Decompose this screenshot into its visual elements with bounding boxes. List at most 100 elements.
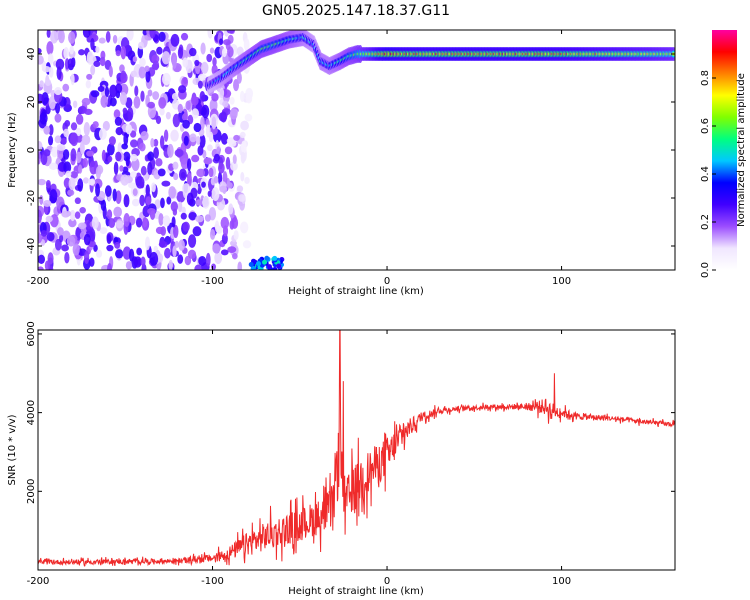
- noise-speck: [127, 106, 134, 121]
- noise-speck: [208, 167, 214, 178]
- noise-speck: [177, 103, 183, 114]
- colorbar-label: Normalized spectral amplitude: [736, 73, 747, 227]
- noise-speck: [228, 203, 234, 215]
- noise-speck: [125, 97, 133, 109]
- noise-speck: [228, 139, 237, 148]
- noise-speck: [74, 211, 81, 219]
- noise-speck: [180, 32, 189, 41]
- noise-speck: [126, 30, 134, 41]
- noise-speck: [183, 111, 188, 120]
- noise-speck: [172, 224, 179, 239]
- noise-speck: [40, 151, 48, 166]
- noise-speck: [129, 130, 137, 138]
- noise-speck: [130, 153, 138, 162]
- noise-speck: [244, 176, 250, 185]
- noise-speck: [171, 99, 180, 110]
- noise-speck: [147, 207, 156, 215]
- noise-speck: [195, 199, 203, 206]
- noise-speck: [119, 165, 124, 172]
- noise-speck: [104, 86, 110, 98]
- noise-speck: [145, 196, 152, 205]
- noise-speck: [106, 244, 114, 252]
- noise-speck: [135, 217, 143, 228]
- noise-speck: [70, 170, 78, 179]
- noise-speck: [184, 255, 192, 266]
- noise-speck: [239, 90, 245, 103]
- noise-speck: [38, 266, 44, 270]
- colorbar: 0.0 0.2 0.4 0.6 0.8 Normalized spectral ampl…: [700, 30, 747, 278]
- noise-speck: [75, 127, 82, 137]
- noise-speck: [140, 165, 147, 176]
- noise-speck: [108, 218, 116, 229]
- x-tick-label: 100: [552, 576, 571, 587]
- noise-speck: [113, 161, 119, 175]
- noise-speck: [117, 142, 123, 155]
- noise-speck: [199, 90, 206, 103]
- noise-speck: [106, 143, 115, 156]
- noise-speck: [241, 140, 247, 154]
- noise-speck: [145, 70, 151, 83]
- noise-speck: [158, 253, 164, 263]
- noise-speck: [158, 241, 168, 248]
- noise-speck: [48, 95, 56, 110]
- noise-speck: [156, 46, 163, 55]
- noise-speck: [64, 252, 70, 264]
- noise-speck: [205, 252, 211, 267]
- x-tick-label: -200: [27, 276, 50, 287]
- noise-speck: [38, 93, 45, 104]
- noise-speck: [185, 100, 191, 111]
- noise-speck: [45, 179, 51, 189]
- noise-speck: [177, 46, 184, 59]
- noise-speck: [172, 113, 181, 128]
- noise-speck: [139, 142, 146, 152]
- noise-speck: [222, 100, 229, 108]
- noise-speck: [123, 132, 129, 146]
- noise-speck: [144, 65, 150, 72]
- noise-speck: [212, 57, 217, 67]
- snr-series-line: [38, 330, 675, 567]
- noise-speck: [49, 189, 58, 204]
- noise-speck: [191, 154, 200, 163]
- y-tick-label: 4000: [26, 400, 37, 425]
- noise-speck: [130, 171, 137, 178]
- noise-speck: [239, 131, 246, 139]
- noise-speck: [173, 172, 179, 181]
- low-blob-speck: [266, 264, 272, 270]
- noise-speck: [220, 216, 230, 230]
- noise-speck: [229, 108, 238, 120]
- low-blob-speck: [276, 263, 282, 269]
- noise-speck: [39, 111, 48, 125]
- noise-speck: [128, 248, 135, 262]
- noise-speck: [232, 252, 238, 260]
- noise-speck: [98, 37, 106, 44]
- noise-speck: [38, 232, 43, 244]
- noise-speck: [59, 234, 64, 243]
- noise-speck: [157, 168, 166, 177]
- noise-speck: [195, 215, 204, 223]
- x-tick-label: 0: [384, 576, 390, 587]
- noise-speck: [129, 139, 138, 148]
- noise-speck: [197, 145, 204, 156]
- noise-speck: [86, 73, 93, 80]
- noise-speck: [109, 84, 118, 98]
- noise-speck: [95, 183, 100, 197]
- noise-speck: [220, 111, 227, 123]
- noise-speck: [209, 47, 215, 54]
- noise-speck: [211, 187, 220, 202]
- chart-title: GN05.2025.147.18.37.G11: [262, 3, 450, 19]
- noise-speck: [237, 261, 243, 270]
- noise-speck: [85, 80, 92, 89]
- noise-speck: [206, 53, 213, 63]
- noise-speck: [194, 264, 202, 270]
- noise-speck: [122, 107, 128, 114]
- noise-speck: [182, 183, 191, 195]
- x-tick-label: -100: [201, 276, 224, 287]
- colorbar-tick-label: 0.2: [700, 214, 711, 230]
- noise-speck: [139, 57, 146, 67]
- noise-speck: [162, 215, 171, 227]
- noise-speck: [236, 185, 244, 193]
- noise-speck: [44, 260, 50, 270]
- noise-speck: [193, 122, 202, 133]
- noise-speck: [177, 254, 184, 264]
- noise-speck: [97, 85, 105, 92]
